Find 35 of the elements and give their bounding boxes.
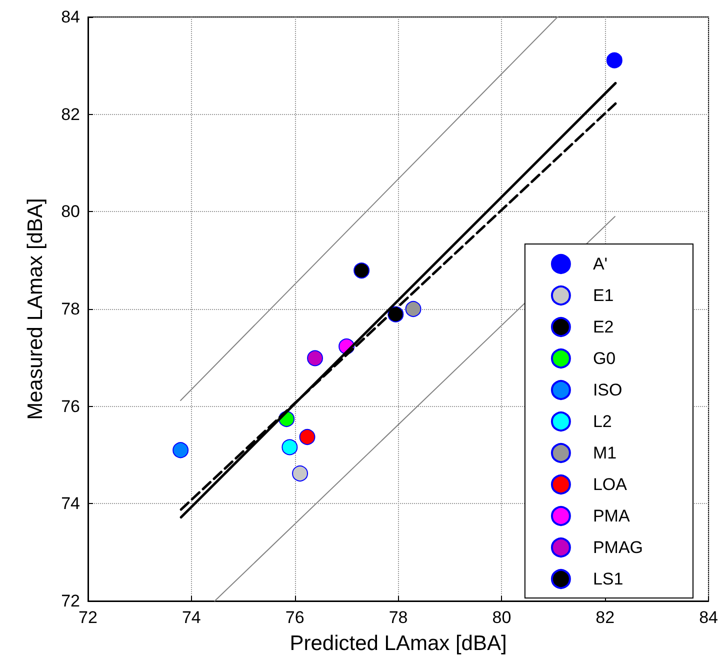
y-tick-label: 76 [61, 396, 80, 416]
x-tick-label: 80 [492, 608, 512, 627]
legend-label: E2 [592, 318, 614, 336]
legend-label: PMA [592, 506, 630, 526]
legend-label: G0 [592, 349, 616, 368]
x-tick-label: 76 [285, 608, 304, 627]
legend-label: PMAG [592, 538, 643, 557]
legend-label: ISO [592, 380, 622, 400]
point [172, 442, 189, 458]
point [354, 262, 370, 279]
point [292, 465, 308, 482]
x-tick-label: 74 [182, 608, 201, 627]
y-tick-label: 74 [61, 494, 80, 514]
legend-label: L2 [592, 412, 612, 431]
x-tick-label: 82 [596, 608, 615, 627]
point [282, 439, 298, 456]
y-tick-label: 84 [61, 8, 80, 26]
legend-label: E1 [592, 286, 614, 305]
y-tick-label: 82 [61, 104, 80, 124]
x-axis-title: Predicted LAmax [dBA] [290, 632, 507, 655]
legend-label: LS1 [592, 570, 624, 588]
point [299, 428, 316, 445]
y-tick-label: 78 [61, 300, 80, 318]
y-tick-label: 72 [61, 592, 80, 610]
point [405, 301, 422, 317]
legend-label: A' [592, 254, 608, 274]
x-tick-label: 84 [699, 608, 718, 627]
x-tick-label: 72 [78, 608, 98, 627]
y-tick-label: 80 [61, 202, 80, 222]
y-axis-title: Measured LAmax [dBA] [24, 198, 47, 420]
point [606, 52, 622, 68]
legend-label: M1 [592, 444, 617, 462]
x-tick-label: 78 [388, 608, 408, 627]
legend-label: LOA [592, 475, 628, 494]
point [307, 350, 324, 366]
